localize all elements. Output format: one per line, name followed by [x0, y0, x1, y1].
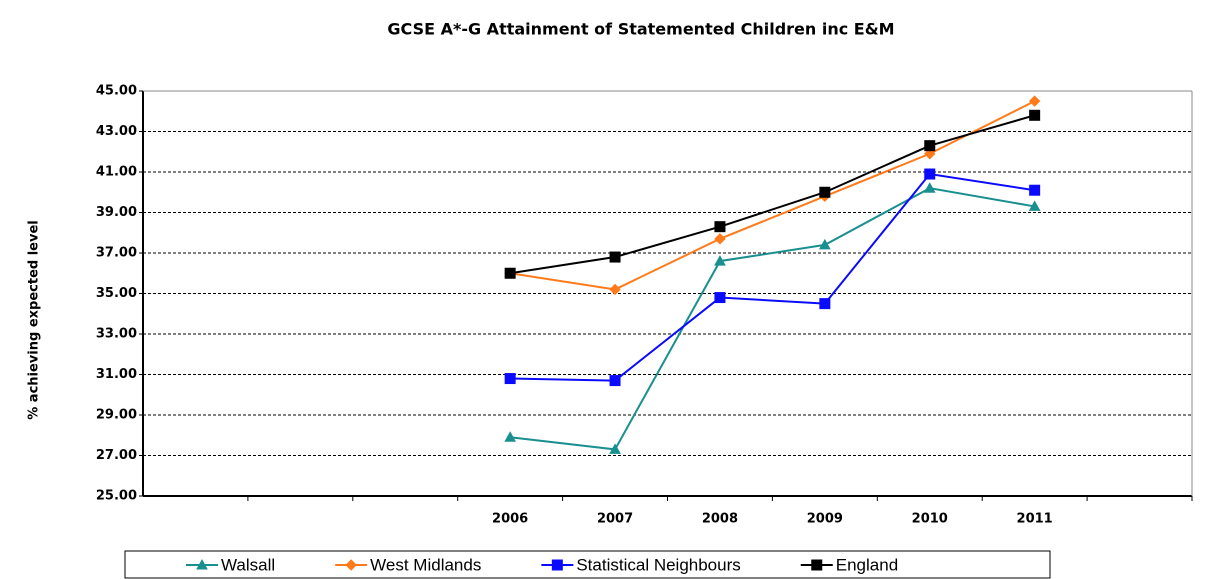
marker [196, 558, 208, 570]
y-tick-label: 35.00 [96, 286, 137, 301]
marker [714, 292, 726, 304]
marker [714, 221, 726, 233]
x-tick-label: 2008 [702, 512, 738, 527]
x-tick-label: 2007 [597, 512, 633, 527]
series-line [510, 172, 1035, 382]
marker [819, 238, 831, 250]
marker [714, 233, 726, 245]
y-tick-label: 41.00 [96, 165, 137, 180]
chart-title: GCSE A*-G Attainment of Statemented Chil… [387, 20, 894, 39]
marker [504, 373, 516, 385]
legend-label: Statistical Neighbours [576, 555, 740, 574]
marker [609, 375, 621, 387]
marker [504, 267, 516, 279]
y-tick-label: 37.00 [96, 246, 137, 261]
marker [504, 431, 516, 442]
marker [1028, 95, 1041, 107]
marker [923, 182, 936, 193]
marker [924, 168, 936, 180]
y-tick-label: 39.00 [96, 205, 137, 220]
x-tick-label: 2010 [912, 512, 948, 527]
marker [924, 148, 936, 160]
legend-item: England [800, 555, 898, 574]
series-line [509, 100, 1036, 291]
legend-label: West Midlands [370, 555, 481, 574]
marker [811, 559, 823, 571]
x-tick-label: 2009 [807, 512, 843, 527]
marker [609, 283, 621, 296]
y-tick-label: 43.00 [96, 124, 137, 139]
legend-label: England [836, 555, 898, 574]
y-axis-label: % achieving expected level [27, 220, 42, 420]
legend-item: Statistical Neighbours [541, 555, 741, 574]
legend-box [124, 550, 1051, 579]
y-tick-label: 29.00 [96, 408, 137, 423]
marker [1029, 109, 1041, 121]
marker [714, 255, 726, 266]
y-tick-label: 45.00 [96, 84, 137, 99]
x-tick-label: 2011 [1017, 512, 1053, 527]
y-tick-label: 27.00 [96, 448, 137, 463]
marker [609, 251, 621, 263]
marker [819, 298, 831, 310]
legend-item: West Midlands [335, 555, 481, 574]
marker [819, 186, 831, 198]
x-tick-label: 2006 [492, 512, 528, 527]
legend-item: Walsall [186, 555, 275, 574]
y-tick-label: 33.00 [96, 327, 137, 342]
series-line [509, 114, 1035, 275]
marker [551, 559, 563, 571]
y-tick-label: 31.00 [96, 367, 137, 382]
marker [1028, 200, 1041, 211]
marker [609, 443, 621, 454]
series-line [510, 187, 1035, 451]
marker [924, 140, 936, 152]
marker [345, 559, 357, 571]
y-tick-label: 25.00 [96, 489, 137, 504]
marker [1029, 184, 1041, 196]
legend-label: Walsall [221, 555, 275, 574]
